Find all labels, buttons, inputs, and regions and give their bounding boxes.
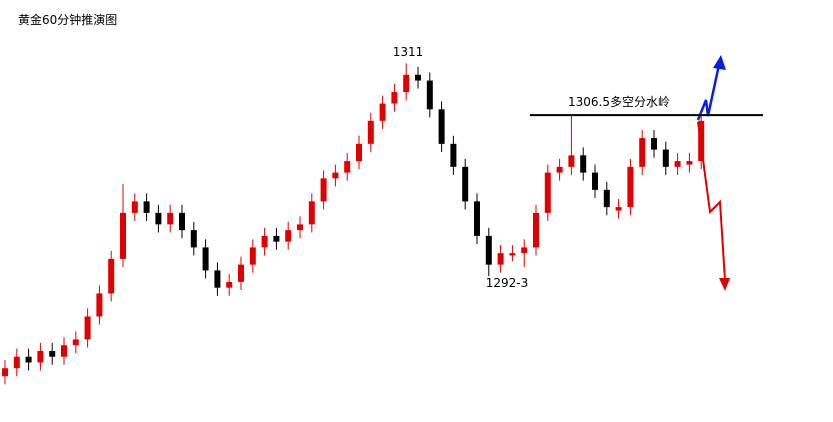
candle-body: [13, 356, 20, 369]
candle-body: [84, 316, 91, 340]
candle-body: [155, 212, 162, 225]
candle-body: [391, 92, 398, 104]
candle-body: [651, 138, 657, 150]
candle-body: [639, 138, 646, 167]
up-arrowhead: [713, 55, 726, 70]
candle-body: [61, 345, 67, 357]
candle-body: [190, 230, 197, 248]
candle-body: [533, 212, 539, 248]
down-arrowhead: [719, 278, 730, 291]
candle-body: [592, 172, 598, 190]
candle-body: [462, 166, 469, 202]
candle-body: [497, 253, 504, 265]
candle-body: [320, 178, 327, 202]
candle-body: [308, 201, 315, 225]
candle-body: [603, 189, 610, 208]
candle-body: [509, 253, 516, 256]
candle-body: [2, 368, 8, 377]
candle-body: [131, 201, 138, 213]
candle-body: [544, 172, 551, 213]
up-arrow: [696, 59, 722, 121]
candle-body: [662, 149, 669, 167]
candle-body: [438, 109, 445, 144]
peak-label: 1311: [393, 45, 424, 59]
candle-body: [698, 120, 705, 162]
candle-body: [403, 74, 410, 93]
candle-body: [450, 143, 457, 167]
candle-body: [143, 201, 150, 213]
candle-body: [167, 212, 174, 225]
candle-body: [96, 293, 103, 317]
candle-body: [367, 120, 374, 144]
candle-body: [25, 356, 32, 363]
candle-body: [214, 270, 221, 288]
candle-body: [108, 258, 115, 294]
down-arrow: [697, 121, 726, 281]
level-label: 1306.5多空分水岭: [568, 95, 670, 109]
trough-label: 1292-3: [486, 276, 529, 290]
candle-body: [568, 155, 575, 167]
candle-body: [37, 350, 44, 363]
candle-body: [344, 161, 351, 173]
candle-body: [273, 235, 280, 242]
candle-body: [179, 212, 185, 231]
candle-body: [297, 224, 303, 231]
candle-body: [426, 80, 433, 110]
candle-body: [332, 172, 339, 179]
candle-body: [474, 201, 480, 236]
candle-body: [556, 166, 563, 173]
candle-body: [285, 230, 292, 242]
candle-body: [72, 339, 79, 346]
candle-body: [485, 235, 492, 265]
candle-body: [226, 281, 233, 288]
candle-body: [49, 350, 56, 357]
candle-body: [674, 161, 681, 167]
candle-body: [580, 155, 587, 173]
candle-body: [615, 207, 622, 211]
candle-body: [249, 247, 256, 265]
candle-body: [120, 212, 126, 259]
candle-body: [627, 166, 634, 208]
candle-body: [415, 74, 421, 81]
candle-body: [238, 264, 244, 282]
candle-body: [261, 235, 268, 248]
candle-body: [686, 161, 693, 165]
chart-title: 黄金60分钟推演图: [18, 12, 117, 27]
candle-body: [521, 247, 528, 254]
candle-body: [379, 103, 386, 121]
candle-body: [356, 143, 362, 162]
candle-body: [202, 247, 209, 271]
